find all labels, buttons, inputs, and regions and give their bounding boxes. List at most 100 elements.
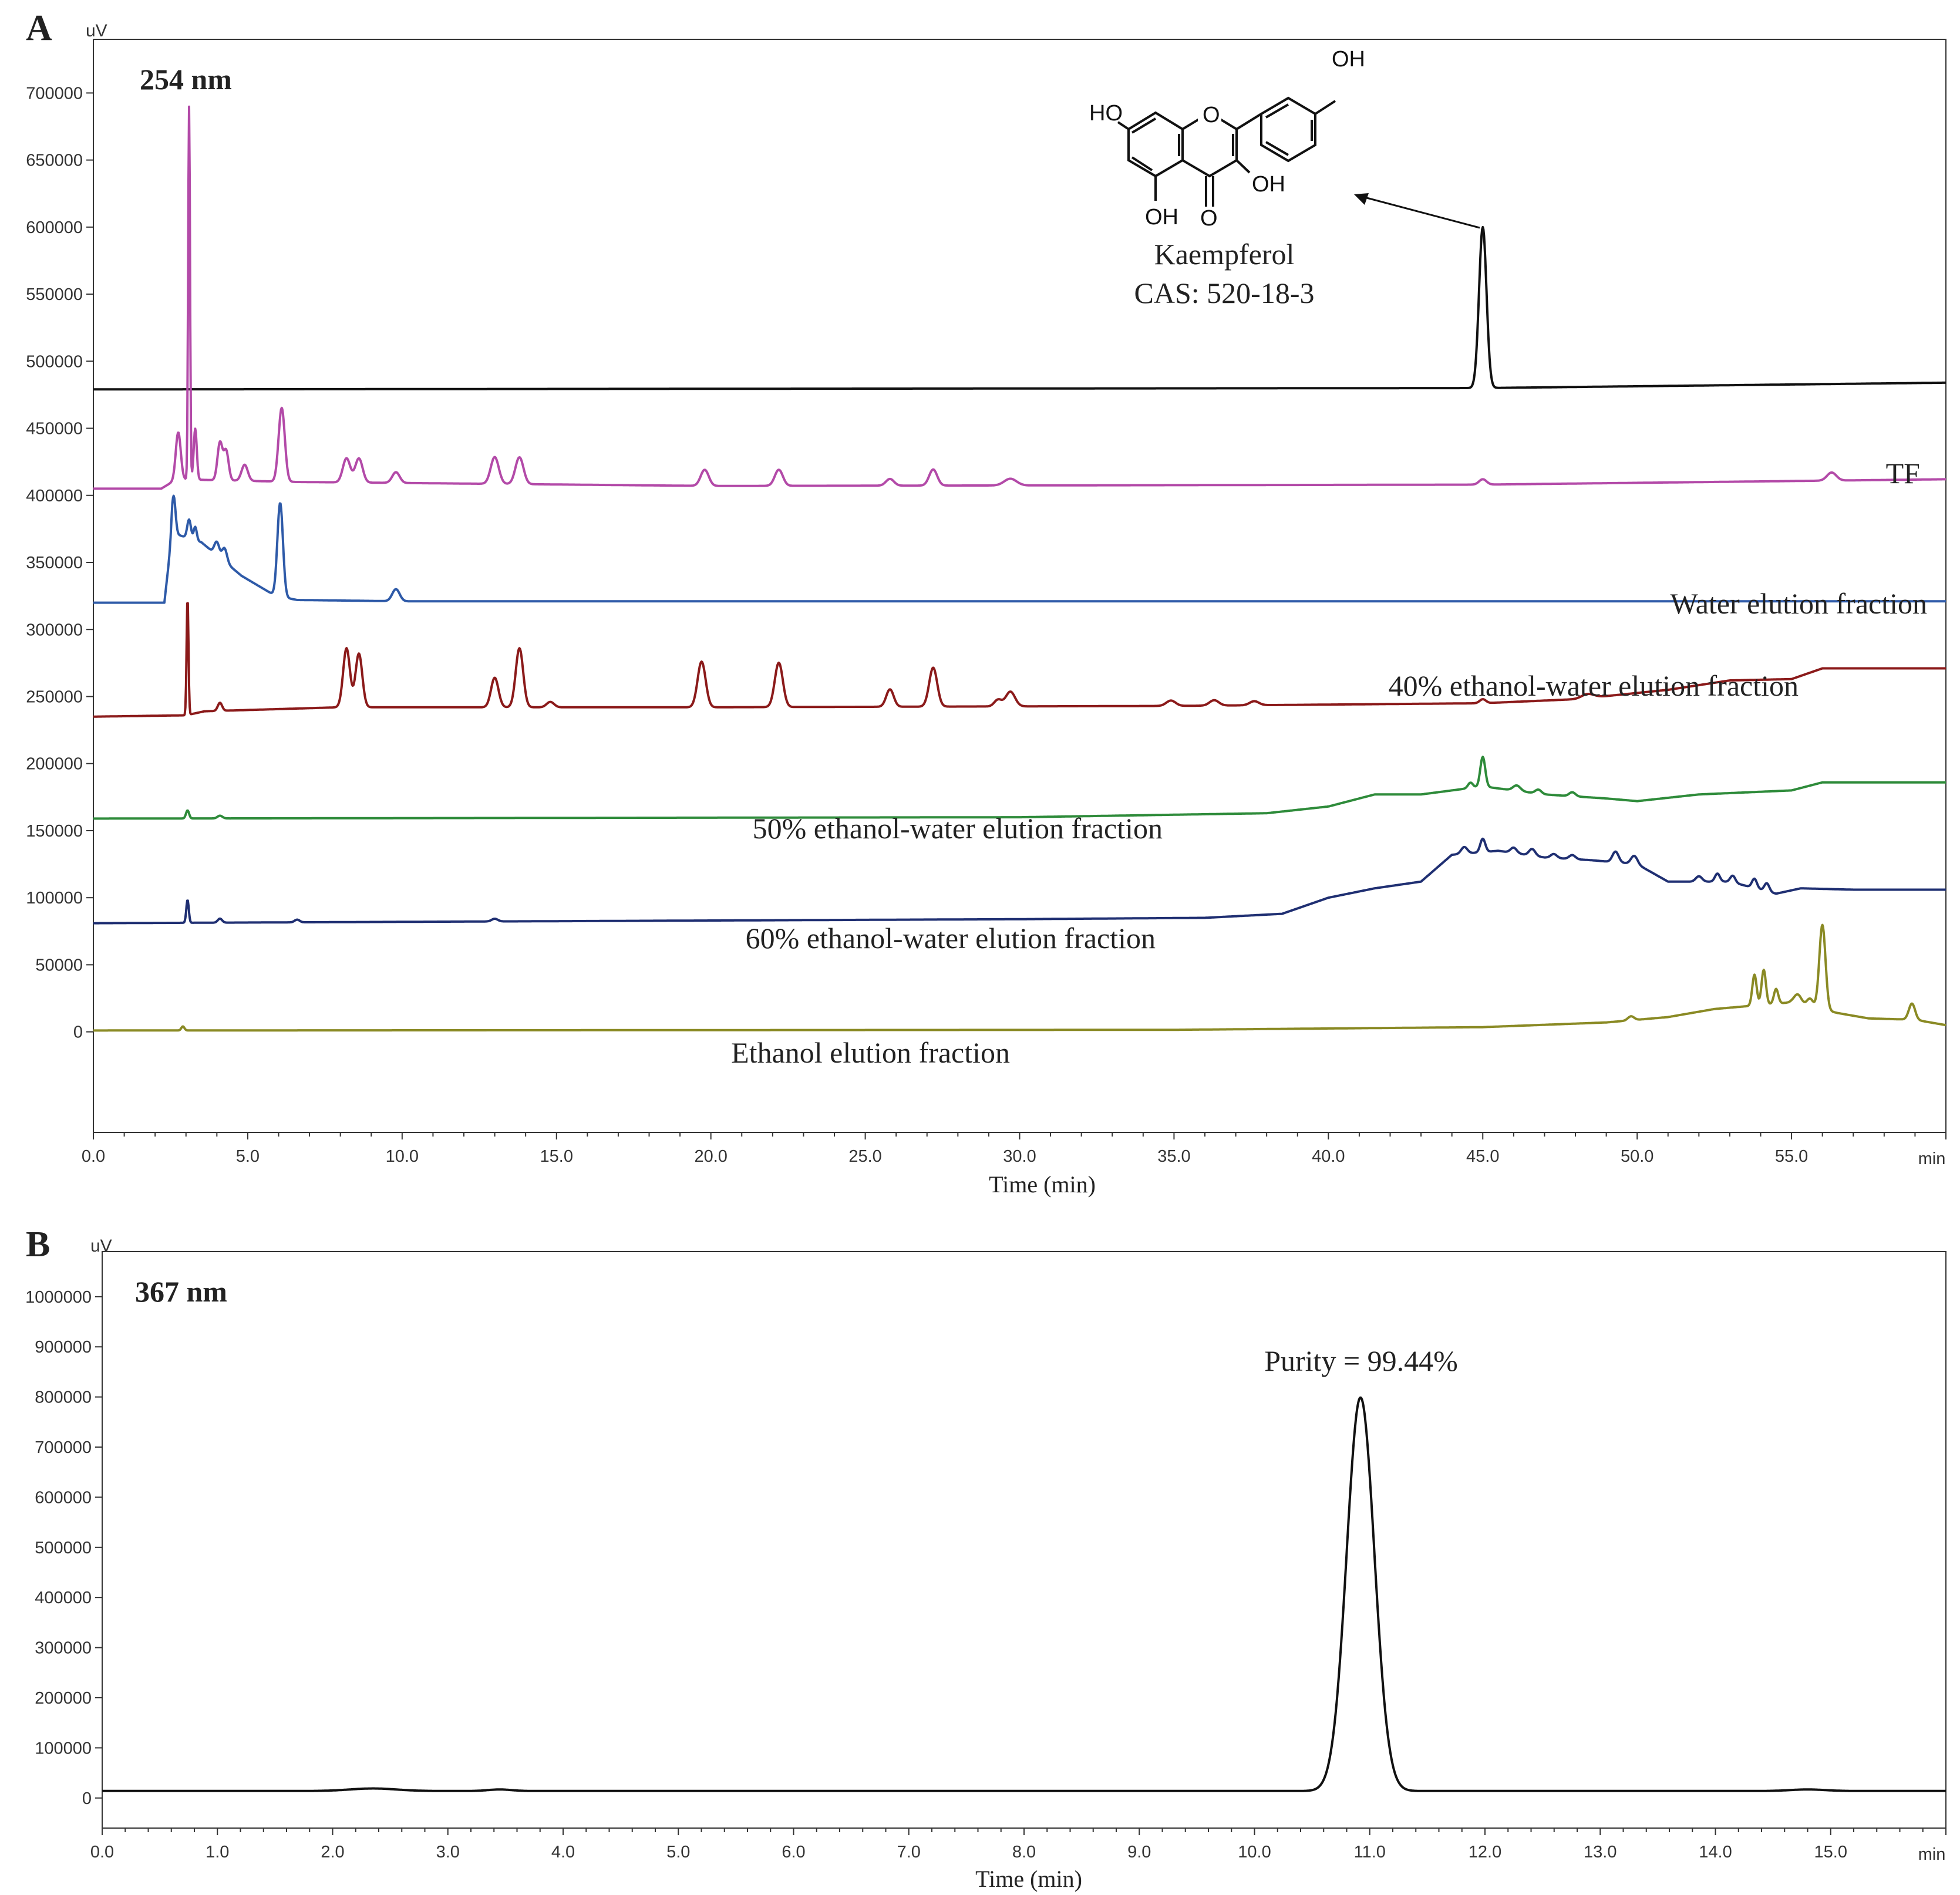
x-tick-label: 2.0 <box>321 1843 344 1862</box>
x-tick-label: 55.0 <box>1775 1147 1808 1166</box>
x-tick-label: 10.0 <box>1238 1843 1271 1862</box>
panel-b-letter: B <box>26 1225 50 1265</box>
y-tick-label: 900000 <box>35 1338 92 1357</box>
trace-50-ethanol-water-elution-fraction <box>93 756 1946 820</box>
series-label-water: Water elution fraction <box>1671 587 1927 620</box>
trace-b-0 <box>102 1396 1946 1792</box>
y-tick-label: 300000 <box>26 621 83 639</box>
oh-bond-c-ring <box>1235 159 1251 174</box>
x-tick-label: 3.0 <box>436 1843 460 1862</box>
kaempferol-structure-drawing <box>1117 96 1336 207</box>
x-tick-label: 7.0 <box>897 1843 921 1862</box>
series-label-40-ethanol: 40% ethanol-water elution fraction <box>1389 669 1799 702</box>
ring-b-double-bond-1 <box>1265 103 1289 119</box>
y-tick-label: 400000 <box>35 1589 92 1607</box>
y-tick-label: 450000 <box>26 420 83 439</box>
y-tick-label: 250000 <box>26 687 83 706</box>
trace-40-ethanol-water-elution-fraction <box>93 602 1946 718</box>
panel-a-x-ticks: 0.0 5.0 10.0 15.0 20.0 25.0 30.0 35.0 40.0 45.0 50… <box>82 1132 1946 1166</box>
panel-a-traces <box>93 105 1946 1032</box>
x-tick-label: 11.0 <box>1354 1843 1386 1862</box>
panel-a-letter: A <box>26 8 52 48</box>
ring-a-double-bond-1 <box>1131 117 1157 134</box>
panel-a-x-unit: min <box>1918 1149 1946 1168</box>
trace-water-elution-fraction <box>93 494 1946 604</box>
trace-ethanol-elution-fraction <box>93 923 1946 1032</box>
arrow-line <box>1362 195 1480 229</box>
panel-b-plot-frame <box>102 1251 1946 1829</box>
series-label-ethanol: Ethanol elution fraction <box>731 1036 1010 1069</box>
chem-label-oh-bottom: OH <box>1145 205 1178 230</box>
y-tick-label: 400000 <box>26 487 83 505</box>
x-tick-label: 9.0 <box>1127 1843 1151 1862</box>
series-label-tf: TF <box>1886 457 1920 490</box>
compound-cas: CAS: 520-18-3 <box>1134 277 1315 309</box>
ring-b-double-bond-3 <box>1265 141 1289 156</box>
x-tick-label: 8.0 <box>1012 1843 1036 1862</box>
x-tick-label: 15.0 <box>1814 1843 1847 1862</box>
kaempferol-arrow <box>1354 193 1480 229</box>
panel-b-x-unit: min <box>1918 1845 1946 1864</box>
y-tick-label: 300000 <box>35 1639 92 1658</box>
x-tick-label: 14.0 <box>1699 1843 1732 1862</box>
chem-label-oh-right: OH <box>1252 172 1285 197</box>
y-tick-label: 0 <box>82 1789 92 1808</box>
y-tick-label: 1000000 <box>25 1288 92 1307</box>
y-tick-label: 650000 <box>26 151 83 170</box>
x-tick-label: 35.0 <box>1157 1147 1190 1166</box>
series-label-50-ethanol: 50% ethanol-water elution fraction <box>753 812 1163 845</box>
y-tick-label: 500000 <box>26 352 83 371</box>
y-tick-label: 150000 <box>26 822 83 841</box>
x-tick-label: 5.0 <box>236 1147 260 1166</box>
chem-label-oh-top: OH <box>1332 47 1365 72</box>
panel-b-x-axis-label: Time (min) <box>975 1866 1082 1892</box>
chem-label-ho: HO <box>1089 101 1123 126</box>
ring-a <box>1127 111 1184 178</box>
x-tick-label: 13.0 <box>1584 1843 1617 1862</box>
panel-a-wavelength: 254 nm <box>140 63 232 96</box>
x-tick-label: 30.0 <box>1003 1147 1036 1166</box>
oh-bond-b-ring <box>1314 100 1336 115</box>
panel-a-y-ticks: 0 50000 100000 150000 200000 250000 300000 3500… <box>26 84 93 1042</box>
panel-a-plot-frame <box>93 39 1946 1133</box>
x-tick-label: 0.0 <box>82 1147 105 1166</box>
x-tick-label: 40.0 <box>1312 1147 1345 1166</box>
y-tick-label: 550000 <box>26 285 83 304</box>
trace-a-0 <box>93 225 1946 391</box>
x-tick-label: 0.0 <box>90 1843 114 1862</box>
x-tick-label: 10.0 <box>386 1147 419 1166</box>
x-tick-label: 1.0 <box>206 1843 229 1862</box>
y-tick-label: 800000 <box>35 1388 92 1407</box>
y-tick-label: 200000 <box>26 755 83 774</box>
x-tick-label: 5.0 <box>666 1843 690 1862</box>
y-tick-label: 200000 <box>35 1689 92 1708</box>
ring-oxygen-mask <box>1198 102 1221 124</box>
compound-name: Kaempferol <box>1154 238 1295 271</box>
x-tick-label: 4.0 <box>551 1843 575 1862</box>
x-tick-label: 50.0 <box>1621 1147 1653 1166</box>
chem-label-ketone-o: O <box>1200 206 1218 231</box>
x-tick-label: 15.0 <box>540 1147 573 1166</box>
y-tick-label: 100000 <box>35 1739 92 1758</box>
ring-a-double-bond-2 <box>1131 156 1153 171</box>
y-tick-label: 350000 <box>26 554 83 572</box>
y-tick-label: 700000 <box>26 84 83 103</box>
x-tick-label: 12.0 <box>1469 1843 1501 1862</box>
series-label-60-ethanol: 60% ethanol-water elution fraction <box>746 922 1156 955</box>
panel-a: A uV 254 nm Time (min) min 0 50000 100000 1… <box>26 8 1946 1198</box>
ring-b-link-bond <box>1235 113 1262 130</box>
y-tick-label: 600000 <box>26 218 83 237</box>
x-tick-label: 25.0 <box>848 1147 881 1166</box>
ring-b <box>1260 96 1316 163</box>
panel-b-traces <box>102 1396 1946 1792</box>
y-tick-label: 700000 <box>35 1438 92 1457</box>
y-tick-label: 50000 <box>35 956 83 975</box>
x-tick-label: 20.0 <box>694 1147 727 1166</box>
trace-tf <box>93 105 1946 490</box>
arrow-head <box>1354 193 1369 205</box>
chem-label-ring-o: O <box>1203 103 1220 127</box>
y-tick-label: 500000 <box>35 1539 92 1557</box>
trace-60-ethanol-water-elution-fraction <box>93 837 1946 925</box>
ho-bond-a-ring <box>1117 121 1130 130</box>
panel-b-y-ticks: 0 100000 200000 300000 400000 500000 600000 700… <box>25 1288 102 1808</box>
